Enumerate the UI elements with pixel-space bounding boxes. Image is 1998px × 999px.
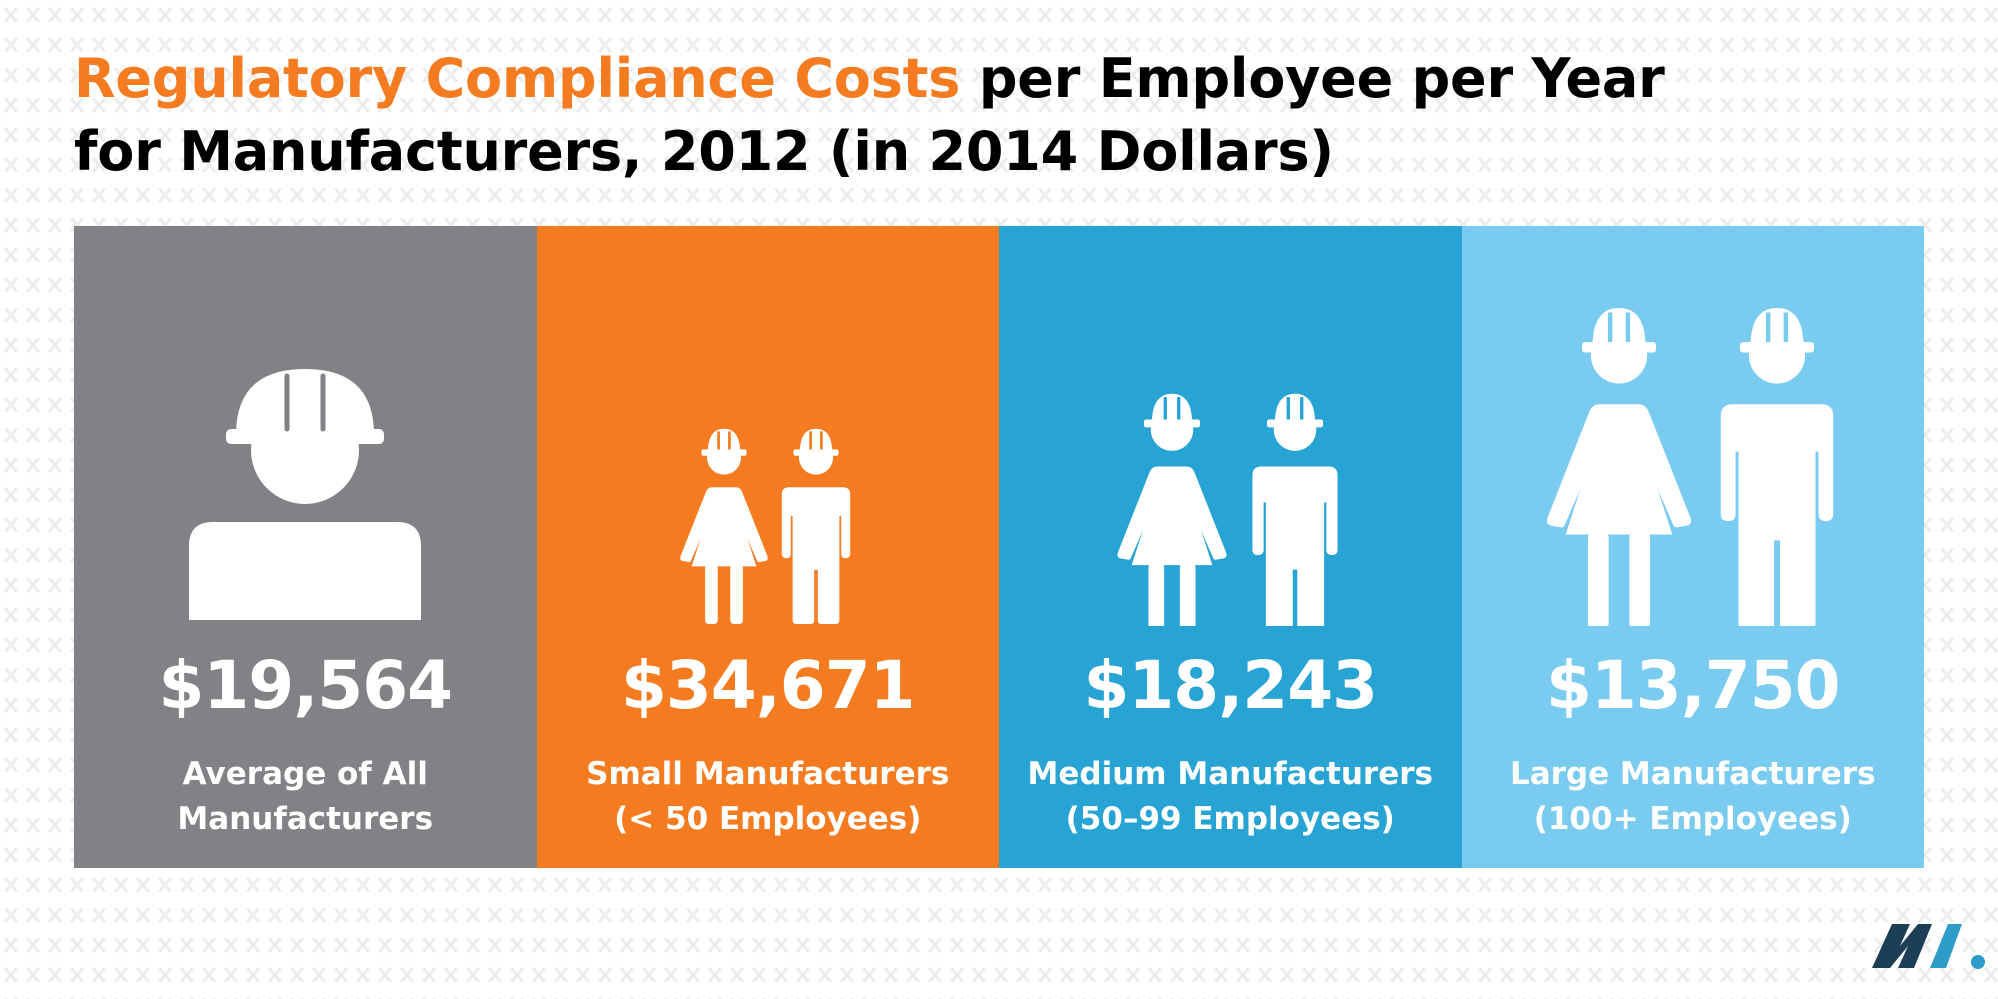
panel-value: $13,750: [1545, 647, 1841, 724]
panel-value: $34,671: [620, 647, 916, 724]
panel-label-line2: Manufacturers: [177, 801, 434, 837]
panel-label-line2: (< 50 Employees): [614, 801, 922, 837]
panel-value: $19,564: [158, 647, 453, 724]
panel-label-line1: Medium Manufacturers: [1027, 756, 1433, 792]
panel-label-line1: Average of All: [182, 756, 428, 792]
cost-panels: $19,564 Average of All Manufacturers: [74, 226, 1924, 868]
worker-bust-icon: [189, 369, 421, 620]
title-rest: per Employee per Year: [960, 47, 1665, 110]
panel-label: Large Manufacturers (100+ Employees): [1462, 752, 1925, 842]
panel-label-line2: (50–99 Employees): [1065, 801, 1395, 837]
panel-label-line2: (100+ Employees): [1533, 801, 1852, 837]
panel-label-line1: Small Manufacturers: [586, 756, 950, 792]
panel-label: Small Manufacturers (< 50 Employees): [537, 752, 1000, 842]
title-highlight: Regulatory Compliance Costs: [74, 47, 961, 110]
panel-label: Average of All Manufacturers: [74, 752, 537, 842]
title-line2: for Manufacturers, 2012 (in 2014 Dollars…: [74, 120, 1334, 183]
large-workers-icon: [1546, 308, 1833, 626]
panel-label-line1: Large Manufacturers: [1509, 756, 1876, 792]
medium-workers-icon: [1117, 393, 1338, 626]
panel-small: $34,671 Small Manufacturers (< 50 Employ…: [536, 226, 1000, 868]
panel-medium: $18,243 Medium Manufacturers (50–99 Empl…: [999, 226, 1462, 868]
nam-logo-icon: [1872, 924, 1985, 969]
panel-large: $13,750 Large Manufacturers (100+ Employ…: [1461, 226, 1925, 868]
panel-value: $18,243: [1083, 647, 1378, 724]
panel-label: Medium Manufacturers (50–99 Employees): [999, 752, 1462, 842]
page-title: Regulatory Compliance Costs per Employee…: [74, 42, 1774, 188]
panel-average: $19,564 Average of All Manufacturers: [74, 226, 537, 868]
small-workers-icon: [679, 428, 850, 624]
